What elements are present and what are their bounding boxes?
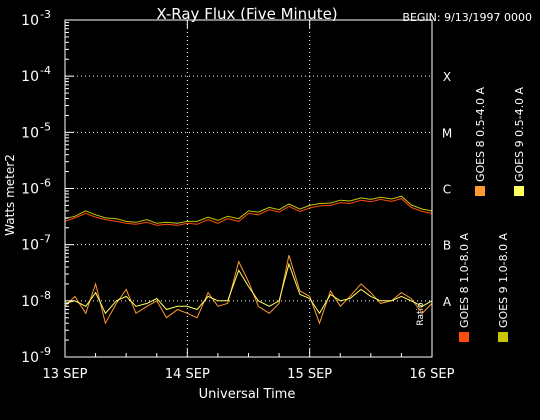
series-line-2 <box>64 255 433 325</box>
x-tick-label: 13 SEP <box>43 367 88 382</box>
legend-swatch <box>459 332 469 342</box>
y-tick-exponent: -6 <box>40 177 51 190</box>
legend-label: GOES 8 0.5-4.0 A <box>474 86 487 182</box>
plot-frame <box>64 19 433 358</box>
legend: GOES 8 1.0-8.0 A GOES 8 0.5-4.0 A GOES 9 1… <box>458 86 526 342</box>
y-tick-label: 10 <box>21 125 39 141</box>
x-tick-label: 14 SEP <box>165 367 210 382</box>
legend-label: GOES 9 0.5-4.0 A <box>513 86 526 182</box>
flare-class-B: B <box>443 239 451 253</box>
y-tick-label: 10 <box>21 238 39 254</box>
legend-swatch <box>514 186 524 196</box>
x-axis-label: Universal Time <box>199 387 296 402</box>
flare-class-C: C <box>443 183 451 197</box>
flare-class-A: A <box>443 295 452 309</box>
grid-lines <box>65 20 432 357</box>
x-tick-label: 16 SEP <box>410 367 455 382</box>
series-line-3 <box>64 195 433 224</box>
legend-label: GOES 9 1.0-8.0 A <box>497 232 510 328</box>
y-tick-labels: 10-910-810-710-610-510-410-3 <box>21 8 51 366</box>
legend-swatch <box>498 332 508 342</box>
y-axis-label: Watts meter2 <box>3 154 17 236</box>
y-tick-label: 10 <box>21 350 39 366</box>
legend-label: GOES 8 1.0-8.0 A <box>458 232 471 328</box>
y-tick-label: 10 <box>21 294 39 310</box>
flare-class-X: X <box>443 70 451 84</box>
x-tick-label: 15 SEP <box>287 367 332 382</box>
y-tick-label: 10 <box>21 69 39 85</box>
begin-date-label: BEGIN: 9/13/1997 0000 <box>402 11 532 24</box>
ratio-axis-label: Ratio <box>416 302 426 326</box>
flare-class-M: M <box>442 126 452 140</box>
legend-swatch <box>475 186 485 196</box>
y-tick-label: 10 <box>21 13 39 29</box>
y-tick-exponent: -8 <box>40 289 51 302</box>
y-tick-exponent: -9 <box>40 345 51 358</box>
flare-class-labels: A B C M X <box>442 70 452 309</box>
y-tick-exponent: -7 <box>40 233 51 246</box>
y-tick-exponent: -3 <box>40 8 51 21</box>
y-tick-label: 10 <box>21 182 39 198</box>
y-tick-exponent: -5 <box>40 120 51 133</box>
chart-title: X-Ray Flux (Five Minute) <box>156 5 337 23</box>
series-line-1 <box>64 198 433 226</box>
series-layer <box>64 195 433 325</box>
series-line-4 <box>64 262 433 315</box>
y-tick-exponent: -4 <box>40 64 51 77</box>
axis-ticks <box>64 19 433 358</box>
x-tick-labels: 13 SEP 14 SEP 15 SEP 16 SEP <box>43 367 455 382</box>
